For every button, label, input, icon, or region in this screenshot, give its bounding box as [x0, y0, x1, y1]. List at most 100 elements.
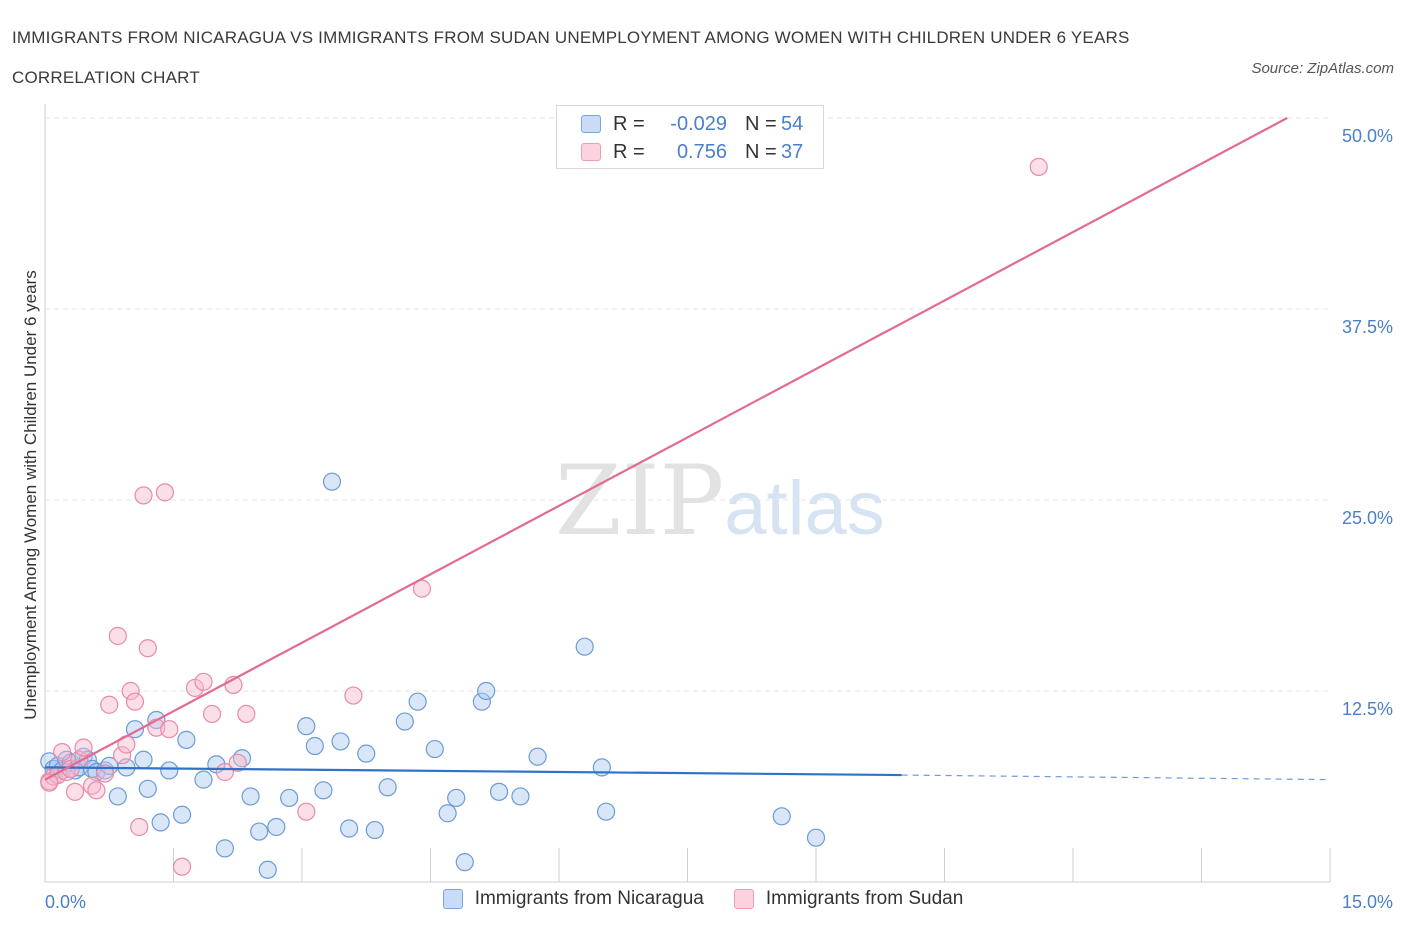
- nicaragua-point: [575, 637, 594, 656]
- series-legend-nicaragua[interactable]: Immigrants from Nicaragua: [442, 888, 704, 910]
- nicaragua-point: [455, 853, 474, 872]
- sudan-point: [1029, 157, 1048, 176]
- nicaragua-point: [438, 804, 457, 823]
- nicaragua-point: [177, 730, 196, 749]
- chart-title: IMMIGRANTS FROM NICARAGUA VS IMMIGRANTS …: [12, 28, 1130, 87]
- legend-n-label: N =: [745, 112, 777, 135]
- series-legend-label: Immigrants from Nicaragua: [474, 888, 704, 909]
- sudan-point: [138, 639, 157, 658]
- nicaragua-point: [340, 819, 359, 838]
- sudan-point: [412, 579, 432, 598]
- legend-r-value: 0.756: [676, 140, 727, 163]
- chart-source: Source: ZipAtlas.com: [1251, 60, 1394, 77]
- legend-n-value: 54: [781, 112, 804, 135]
- y-tick-label: 37.5%: [1342, 317, 1393, 337]
- nicaragua-point: [267, 817, 286, 837]
- nicaragua-point: [160, 761, 179, 780]
- y-tick-label: 25.0%: [1342, 508, 1393, 528]
- sudan-point: [100, 695, 119, 714]
- sudan-trend-line: [44, 117, 1288, 781]
- sudan-point: [172, 857, 192, 876]
- nicaragua-point: [258, 860, 277, 879]
- nicaragua-trend-extension: [901, 774, 1331, 781]
- sudan-point: [53, 743, 72, 762]
- trend-lines: [44, 117, 1331, 781]
- nicaragua-point: [365, 820, 384, 840]
- nicaragua-point: [134, 750, 153, 769]
- legend-n-label: N =: [745, 140, 777, 163]
- nicaragua-point: [597, 802, 616, 821]
- nicaragua-point: [241, 787, 260, 806]
- sudan-point: [344, 686, 363, 705]
- sudan-point: [228, 753, 247, 772]
- nicaragua-point: [511, 787, 530, 806]
- nicaragua-point: [408, 692, 427, 711]
- series-legend-sudan[interactable]: Immigrants from Sudan: [733, 888, 964, 910]
- nicaragua-point: [331, 732, 350, 751]
- nicaragua-point: [172, 805, 192, 824]
- nicaragua-point: [108, 787, 127, 806]
- series-legend-label: Immigrants from Sudan: [765, 888, 964, 909]
- sudan-point: [194, 672, 213, 691]
- y-tick-label: 50.0%: [1342, 126, 1393, 146]
- sudan-point: [160, 720, 179, 739]
- sudan-point: [108, 626, 127, 646]
- nicaragua-point: [297, 717, 316, 736]
- nicaragua-point: [322, 472, 342, 491]
- nicaragua-point: [378, 778, 397, 797]
- nicaragua-point: [425, 739, 444, 759]
- nicaragua-point: [472, 692, 491, 711]
- tick-labels: 12.5% 25.0% 37.5% 50.0% 0.0% 15.0%: [45, 126, 1393, 912]
- nicaragua-point: [138, 779, 157, 798]
- nicaragua-point: [477, 681, 496, 701]
- watermark-atlas: atlas: [724, 466, 885, 551]
- grid-lines: [45, 117, 1330, 692]
- sudan-point: [134, 486, 153, 505]
- nicaragua-point: [772, 807, 791, 826]
- legend-swatch-sudan: [581, 143, 601, 161]
- sudan-point: [125, 692, 145, 711]
- sudan-point: [87, 781, 106, 800]
- sudan-point: [155, 483, 175, 502]
- x-tick-label: 15.0%: [1342, 892, 1393, 912]
- nicaragua-point: [215, 839, 234, 858]
- x-tick-label: 0.0%: [45, 892, 86, 912]
- y-tick-label: 12.5%: [1342, 699, 1393, 719]
- y-axis-label: Unemployment Among Women with Children U…: [21, 270, 40, 719]
- axes: [44, 104, 1331, 883]
- legend-n-value: 37: [781, 140, 804, 163]
- nicaragua-trend-line: [44, 766, 902, 777]
- series-swatch-sudan: [733, 889, 754, 909]
- legend-row-sudan: R = 0.756 N = 37: [557, 138, 803, 166]
- legend-swatch-nicaragua: [581, 115, 601, 133]
- scatter-points: [40, 157, 1048, 879]
- legend-r-value: -0.029: [670, 112, 727, 135]
- nicaragua-point: [528, 747, 547, 766]
- legend-r-label: R =: [613, 112, 645, 135]
- sudan-point: [297, 802, 316, 821]
- nicaragua-point: [489, 782, 509, 801]
- correlation-legend: R = -0.029 N = 54 R = 0.756 N = 37: [556, 105, 824, 169]
- sudan-point: [130, 817, 149, 837]
- sudan-point: [65, 782, 85, 801]
- sudan-point: [121, 681, 140, 701]
- legend-r-label: R =: [613, 140, 645, 163]
- sudan-point: [74, 738, 93, 757]
- series-swatch-nicaragua: [442, 889, 463, 909]
- nicaragua-point: [305, 736, 324, 756]
- sudan-point: [215, 762, 234, 782]
- sudan-point: [237, 704, 256, 724]
- nicaragua-point: [447, 788, 466, 808]
- nicaragua-point: [395, 712, 414, 731]
- nicaragua-point: [250, 822, 269, 841]
- nicaragua-point: [806, 828, 826, 847]
- nicaragua-point: [280, 788, 299, 808]
- nicaragua-point: [151, 813, 170, 832]
- sudan-point: [202, 704, 222, 724]
- legend-row-nicaragua: R = -0.029 N = 54: [557, 110, 803, 138]
- sudan-point: [95, 764, 115, 783]
- sudan-point: [112, 746, 132, 765]
- nicaragua-point: [314, 781, 333, 800]
- series-legend: Immigrants from Nicaragua Immigrants fro…: [0, 888, 1406, 910]
- nicaragua-point: [357, 744, 376, 763]
